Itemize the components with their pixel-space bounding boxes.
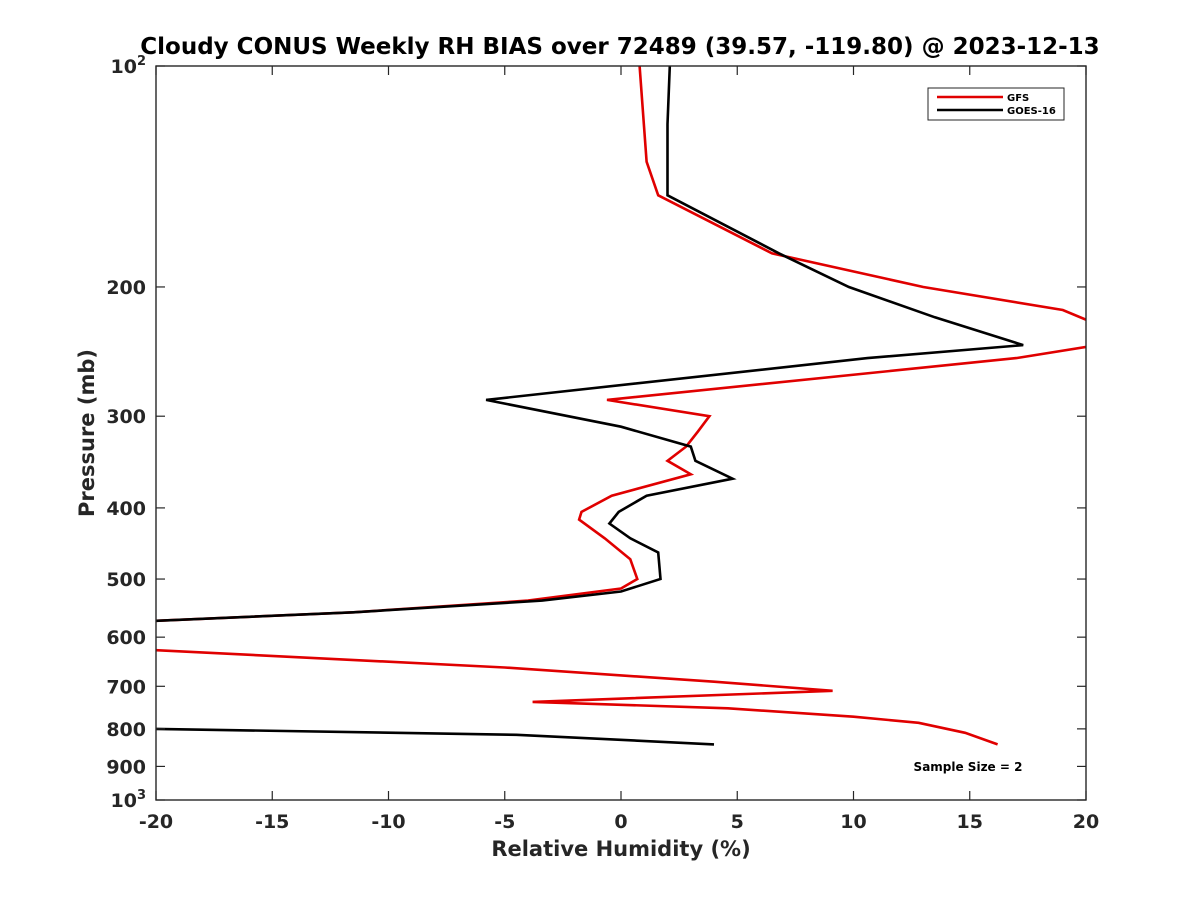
legend: GFS GOES-16: [927, 87, 1065, 121]
series-line-gfs-segment-1: [156, 66, 1086, 623]
x-tick-label: -10: [371, 811, 405, 833]
y-axis: 102 200 300 400 500 600 700 800 900 103: [106, 54, 1086, 812]
y-tick-label: 900: [106, 756, 146, 778]
x-tick-label: -15: [255, 811, 289, 833]
x-tick-label: 20: [1073, 811, 1099, 833]
y-axis-label: Pressure (mb): [75, 349, 99, 517]
series-line-goes16-segment-2: [156, 727, 715, 746]
y-tick-label: 400: [106, 498, 146, 520]
y-tick-label: 200: [106, 277, 146, 299]
x-tick-label: 15: [957, 811, 983, 833]
y-tick-label: 700: [106, 676, 146, 698]
legend-label-goes16: GOES-16: [1007, 106, 1056, 117]
x-tick-label: -20: [139, 811, 173, 833]
legend-box: [927, 87, 1065, 121]
x-tick-label: -5: [494, 811, 515, 833]
axes-frame: [155, 65, 1087, 801]
y-tick-label: 500: [106, 569, 146, 591]
x-tick-label: 0: [614, 811, 627, 833]
x-axis-label: Relative Humidity (%): [491, 837, 750, 861]
y-tick-label: 300: [106, 406, 146, 428]
x-tick-label: 5: [731, 811, 744, 833]
series-line-gfs-segment-2: [156, 648, 999, 746]
y-tick-label: 600: [106, 627, 146, 649]
series-line-goes16-segment-1: [156, 66, 1024, 623]
x-tick-label: 10: [840, 811, 866, 833]
sample-size-annotation: Sample Size = 2: [914, 760, 1023, 774]
legend-label-gfs: GFS: [1007, 93, 1029, 104]
y-tick-label: 800: [106, 719, 146, 741]
y-tick-label: 103: [111, 788, 147, 812]
chart-title: Cloudy CONUS Weekly RH BIAS over 72489 (…: [140, 34, 1099, 60]
y-tick-label: 102: [111, 54, 147, 78]
plot-area: [156, 66, 1086, 746]
x-axis: -20 -15 -10 -5 0 5 10 15 20: [139, 66, 1099, 833]
